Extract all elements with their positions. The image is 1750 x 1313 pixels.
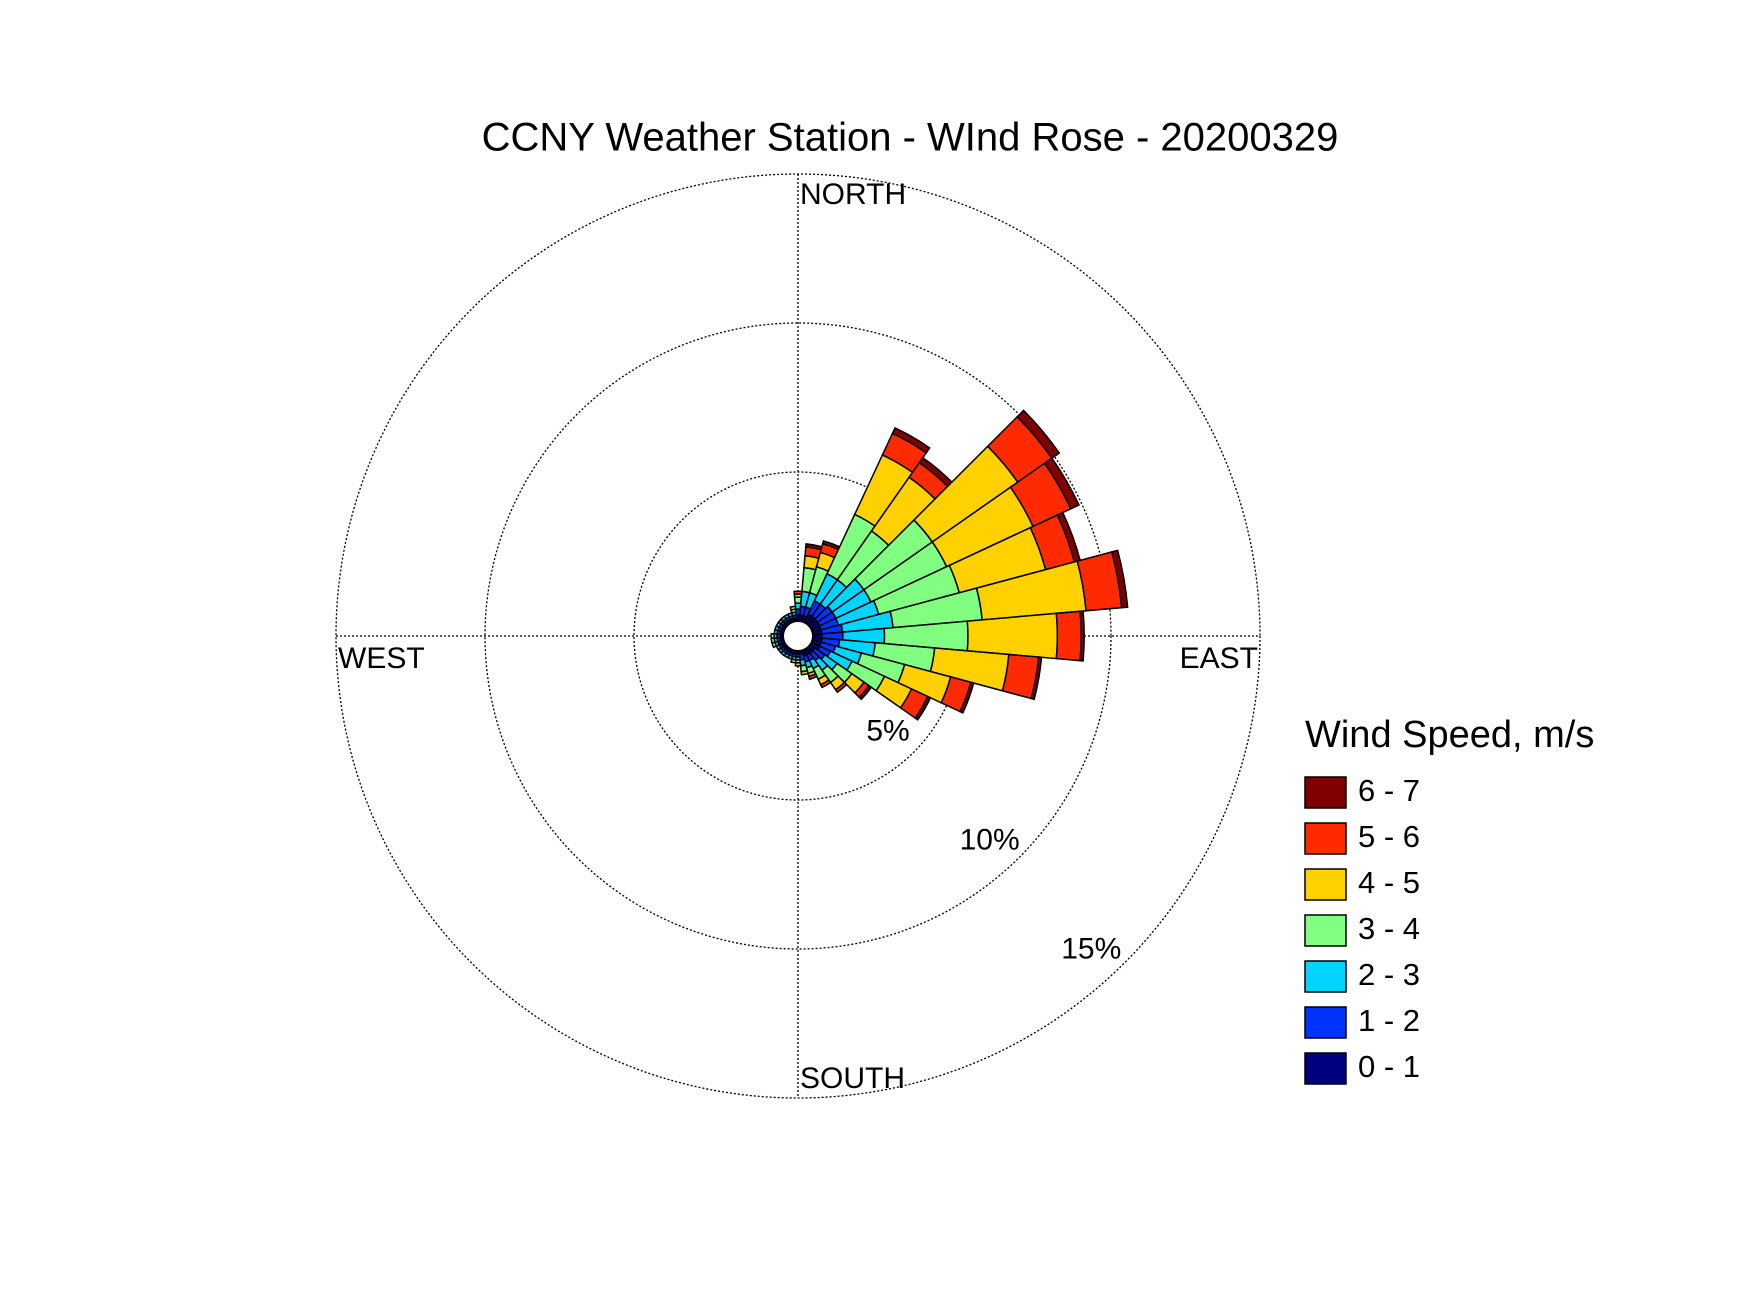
legend-label: 4 - 5 [1358,865,1420,900]
center-hole [782,620,814,652]
direction-label: NORTH [800,178,906,211]
chart-title: CCNY Weather Station - WInd Rose - 20200… [482,116,1339,160]
wedge [1079,610,1085,662]
wedge [807,672,818,681]
wedge [1055,610,1082,662]
wedge [789,605,797,611]
grid-ring [484,322,1112,950]
legend-swatch [1304,960,1347,993]
direction-label: SOUTH [800,1062,905,1095]
ring-label: 5% [866,714,909,747]
legend-label: 2 - 3 [1358,957,1420,992]
ring-label: 10% [960,823,1020,856]
grid-ring [335,173,1261,1099]
direction-label: EAST [1180,642,1258,675]
legend-swatch [1304,822,1347,855]
wedge [770,632,775,640]
legend-label: 1 - 2 [1358,1003,1420,1038]
direction-label: WEST [338,642,425,675]
wedge [1043,457,1080,510]
wedge [1110,549,1129,609]
wedge [793,590,803,596]
wedge [819,678,832,689]
wedge [834,681,848,694]
wedge [914,695,932,721]
legend-swatch [1304,776,1347,809]
wedge [891,426,931,454]
legend-label: 5 - 6 [1358,819,1420,854]
legend-label: 3 - 4 [1358,911,1420,946]
legend-label: 6 - 7 [1358,773,1420,808]
legend-title: Wind Speed, m/s [1305,714,1594,756]
wedge [1016,409,1061,460]
legend-swatch [1304,868,1347,901]
legend-swatch [1304,1052,1347,1085]
legend-swatch [1304,914,1347,947]
ring-label: 15% [1061,932,1121,965]
wedge [800,669,809,676]
legend-label: 0 - 1 [1358,1049,1420,1084]
wedge [1030,656,1043,701]
wedge [794,662,802,667]
wedge [959,681,975,714]
wedge [790,658,797,664]
wedge [858,684,873,701]
legend-swatch [1304,1006,1347,1039]
